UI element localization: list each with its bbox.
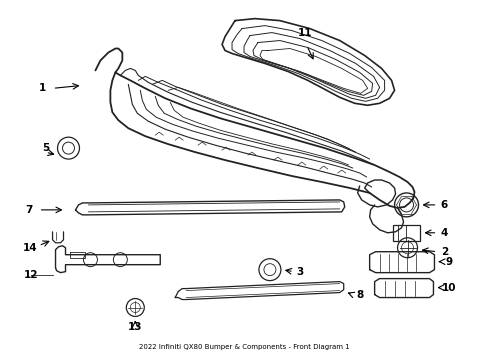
Text: 8: 8 bbox=[355, 289, 363, 300]
Text: 7: 7 bbox=[25, 205, 32, 215]
Text: 2022 Infiniti QX80 Bumper & Components - Front Diagram 1: 2022 Infiniti QX80 Bumper & Components -… bbox=[138, 345, 348, 350]
Text: 10: 10 bbox=[441, 283, 456, 293]
Text: 12: 12 bbox=[23, 270, 38, 280]
Text: 4: 4 bbox=[440, 228, 447, 238]
Text: 9: 9 bbox=[445, 257, 452, 267]
Bar bbox=[392, 225, 420, 241]
Text: 1: 1 bbox=[39, 84, 46, 93]
Text: 2: 2 bbox=[440, 247, 447, 257]
Text: 13: 13 bbox=[128, 323, 142, 332]
Text: 11: 11 bbox=[297, 28, 311, 37]
Text: 6: 6 bbox=[440, 200, 447, 210]
Text: 3: 3 bbox=[296, 267, 303, 276]
Text: 5: 5 bbox=[42, 143, 49, 153]
Text: 14: 14 bbox=[23, 243, 38, 253]
